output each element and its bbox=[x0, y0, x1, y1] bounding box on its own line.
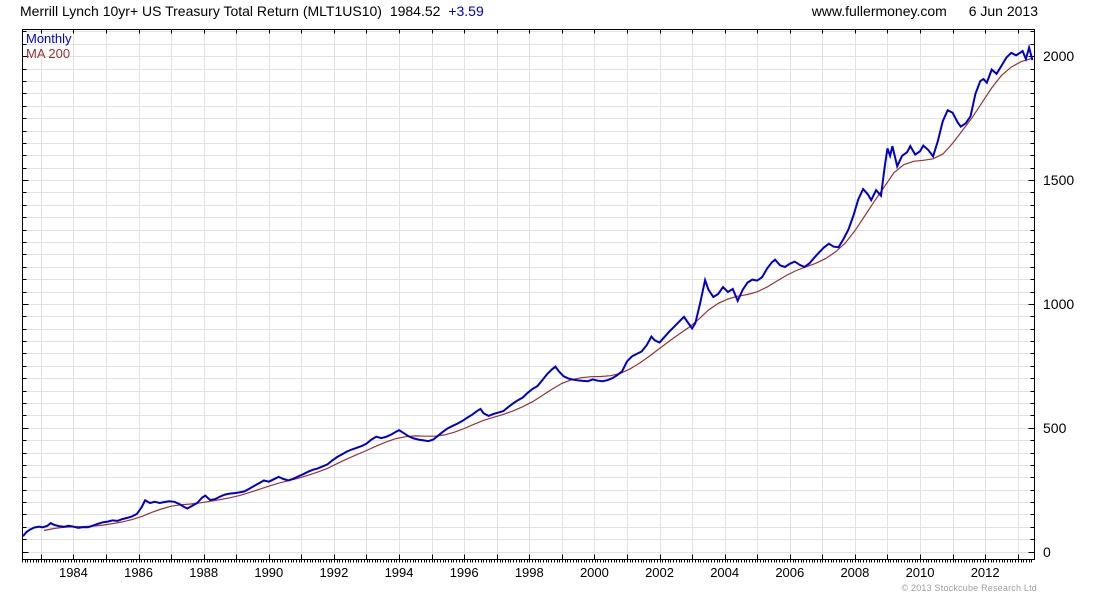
x-tick-label: 2012 bbox=[970, 565, 1000, 580]
copyright-notice: © 2013 Stockcube Research Ltd bbox=[901, 583, 1037, 593]
x-tick-label: 2006 bbox=[775, 565, 805, 580]
title-group: Merrill Lynch 10yr+ US Treasury Total Re… bbox=[20, 3, 488, 19]
x-tick-label: 1990 bbox=[254, 565, 284, 580]
date-label: 6 Jun 2013 bbox=[968, 3, 1038, 19]
y-tick-label: 0 bbox=[1043, 543, 1051, 560]
x-tick-label: 1996 bbox=[449, 565, 479, 580]
x-tick-label: 1986 bbox=[124, 565, 154, 580]
x-tick-label: 2002 bbox=[645, 565, 674, 580]
plot-area: Monthly MA 200 bbox=[22, 29, 1035, 569]
x-tick-label: 1984 bbox=[58, 565, 88, 580]
series-ma-200 bbox=[43, 57, 1033, 532]
y-tick-label: 2000 bbox=[1043, 48, 1075, 65]
x-tick-label: 1994 bbox=[384, 565, 414, 580]
y-tick-label: 1500 bbox=[1043, 172, 1075, 189]
chart-title: Merrill Lynch 10yr+ US Treasury Total Re… bbox=[20, 3, 382, 19]
x-tick-label: 2000 bbox=[579, 565, 609, 580]
chart-header: Merrill Lynch 10yr+ US Treasury Total Re… bbox=[0, 0, 1100, 26]
legend-ma200: MA 200 bbox=[26, 46, 71, 61]
chart-legend: Monthly MA 200 bbox=[26, 31, 72, 61]
x-tick-label: 2004 bbox=[710, 565, 740, 580]
y-tick-label: 500 bbox=[1043, 419, 1067, 436]
website-label: www.fullermoney.com bbox=[811, 3, 947, 19]
legend-monthly: Monthly bbox=[26, 31, 72, 46]
last-price: 1984.52 bbox=[389, 3, 441, 19]
x-tick-label: 1998 bbox=[514, 565, 544, 580]
price-change: +3.59 bbox=[448, 3, 484, 19]
chart-canvas bbox=[22, 29, 1035, 563]
header-right: www.fullermoney.com 6 Jun 2013 bbox=[794, 3, 1038, 19]
y-tick-label: 1000 bbox=[1043, 295, 1075, 312]
x-tick-label: 2008 bbox=[840, 565, 870, 580]
x-tick-label: 1988 bbox=[189, 565, 219, 580]
series-monthly bbox=[22, 43, 1034, 537]
x-tick-label: 1992 bbox=[319, 565, 349, 580]
x-tick-label: 2010 bbox=[905, 565, 935, 580]
